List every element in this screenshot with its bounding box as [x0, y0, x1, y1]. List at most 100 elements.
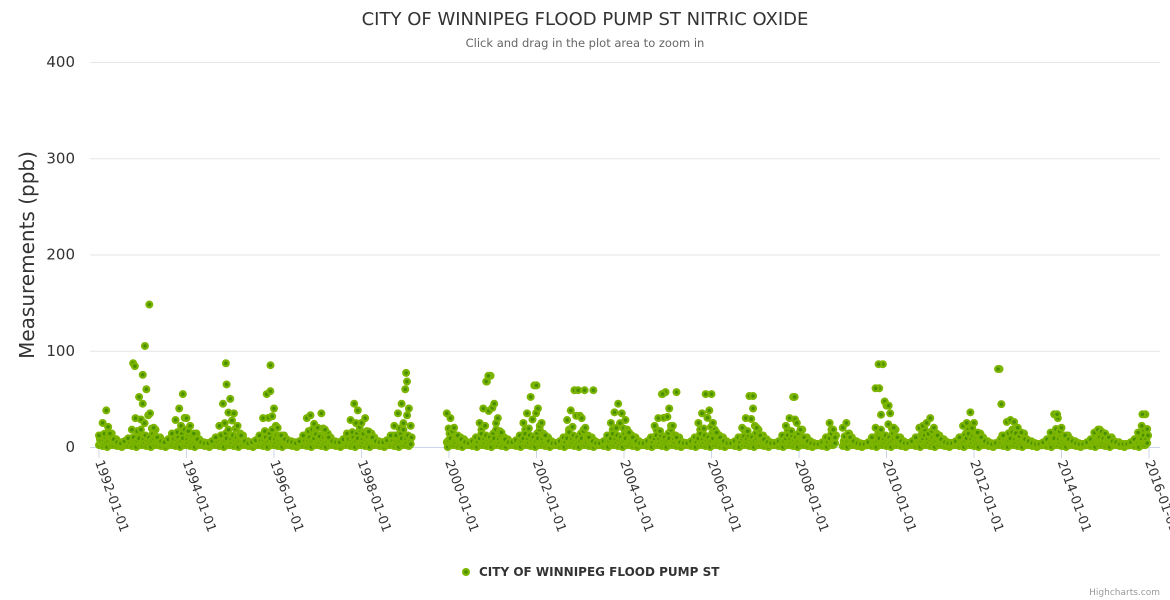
data-point[interactable] [266, 387, 275, 396]
data-point[interactable] [317, 409, 326, 418]
data-point[interactable] [526, 392, 535, 401]
data-point[interactable] [142, 385, 151, 394]
data-point[interactable] [149, 423, 158, 432]
data-point[interactable] [708, 418, 717, 427]
data-point[interactable] [568, 422, 577, 431]
data-point[interactable] [541, 431, 550, 440]
data-point[interactable] [1017, 428, 1026, 437]
data-point[interactable] [218, 399, 227, 408]
data-point[interactable] [781, 421, 790, 430]
data-point[interactable] [140, 341, 149, 350]
data-point[interactable] [606, 418, 615, 427]
data-point[interactable] [135, 392, 144, 401]
data-point[interactable] [889, 423, 898, 432]
data-point[interactable] [966, 408, 975, 417]
data-point[interactable] [350, 399, 359, 408]
data-point[interactable] [694, 418, 703, 427]
data-point[interactable] [399, 419, 408, 428]
data-point[interactable] [189, 429, 198, 438]
data-point[interactable] [707, 390, 716, 399]
data-point[interactable] [566, 406, 575, 415]
data-point[interactable] [481, 421, 490, 430]
data-point[interactable] [178, 390, 187, 399]
legend-item[interactable]: CITY OF WINNIPEG FLOOD PUMP ST [462, 565, 720, 579]
data-point[interactable] [401, 385, 410, 394]
data-point[interactable] [403, 411, 412, 420]
data-point[interactable] [994, 365, 1003, 374]
data-point[interactable] [650, 421, 659, 430]
data-point[interactable] [171, 416, 180, 425]
data-point[interactable] [266, 361, 275, 370]
data-point[interactable] [792, 418, 801, 427]
data-point[interactable] [574, 386, 583, 395]
data-point[interactable] [703, 413, 712, 422]
data-point[interactable] [663, 412, 672, 421]
data-point[interactable] [104, 422, 113, 431]
data-point[interactable] [268, 412, 277, 421]
data-point[interactable] [532, 381, 541, 390]
data-point[interactable] [1057, 423, 1066, 432]
data-point[interactable] [255, 431, 264, 440]
data-point[interactable] [482, 377, 491, 386]
data-point[interactable] [563, 416, 572, 425]
data-point[interactable] [222, 380, 231, 389]
data-point[interactable] [450, 423, 459, 432]
data-point[interactable] [402, 368, 411, 377]
data-point[interactable] [186, 421, 195, 430]
data-point[interactable] [407, 433, 416, 442]
data-point[interactable] [528, 415, 537, 424]
data-point[interactable] [321, 425, 330, 434]
data-point[interactable] [825, 418, 834, 427]
data-point[interactable] [1138, 410, 1147, 419]
data-point[interactable] [962, 418, 971, 427]
data-point[interactable] [672, 388, 681, 397]
data-point[interactable] [752, 423, 761, 432]
data-point[interactable] [1143, 439, 1152, 448]
data-point[interactable] [656, 427, 665, 436]
data-point[interactable] [519, 418, 528, 427]
data-point[interactable] [577, 414, 586, 423]
data-point[interactable] [617, 409, 626, 418]
data-point[interactable] [299, 431, 308, 440]
data-point[interactable] [406, 421, 415, 430]
data-point[interactable] [829, 425, 838, 434]
data-point[interactable] [497, 428, 506, 437]
data-point[interactable] [589, 386, 598, 395]
data-point[interactable] [701, 390, 710, 399]
data-point[interactable] [226, 394, 235, 403]
data-point[interactable] [233, 421, 242, 430]
data-point[interactable] [665, 404, 674, 413]
data-point[interactable] [145, 300, 154, 309]
data-point[interactable] [493, 414, 502, 423]
data-point[interactable] [581, 423, 590, 432]
data-point[interactable] [580, 386, 589, 395]
data-point[interactable] [138, 370, 147, 379]
data-point[interactable] [146, 409, 155, 418]
data-point[interactable] [524, 424, 533, 433]
data-point[interactable] [182, 414, 191, 423]
data-point[interactable] [796, 425, 805, 434]
data-point[interactable] [871, 384, 880, 393]
data-point[interactable] [1143, 425, 1152, 434]
data-point[interactable] [228, 416, 237, 425]
legend-label[interactable]: CITY OF WINNIPEG FLOOD PUMP ST [479, 565, 720, 579]
data-point[interactable] [614, 399, 623, 408]
data-point[interactable] [364, 427, 373, 436]
data-point[interactable] [490, 399, 499, 408]
data-point[interactable] [105, 429, 114, 438]
data-point[interactable] [533, 404, 542, 413]
data-point[interactable] [361, 414, 370, 423]
data-point[interactable] [886, 409, 895, 418]
data-point[interactable] [997, 400, 1006, 409]
data-point[interactable] [698, 409, 707, 418]
data-point[interactable] [136, 425, 145, 434]
data-point[interactable] [877, 425, 886, 434]
data-point[interactable] [175, 404, 184, 413]
data-point[interactable] [929, 423, 938, 432]
data-point[interactable] [523, 409, 532, 418]
data-point[interactable] [406, 440, 415, 449]
data-point[interactable] [831, 439, 840, 448]
data-point[interactable] [787, 427, 796, 436]
data-point[interactable] [699, 424, 708, 433]
